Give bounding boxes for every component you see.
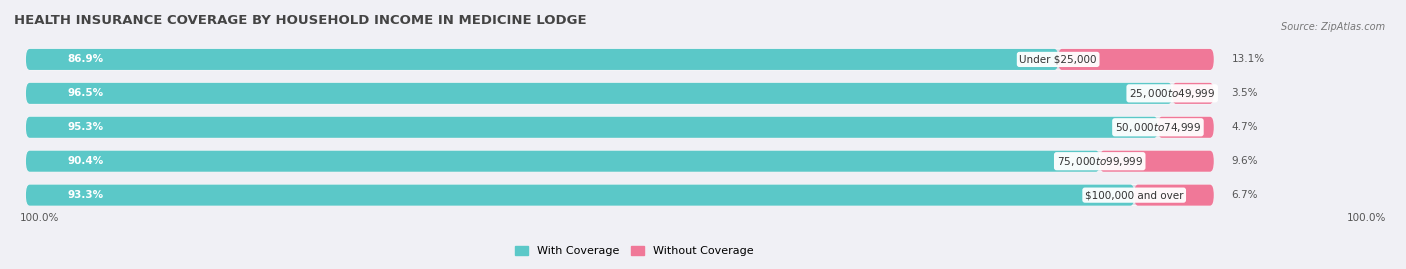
FancyBboxPatch shape — [1159, 117, 1213, 138]
Text: $50,000 to $74,999: $50,000 to $74,999 — [1115, 121, 1201, 134]
FancyBboxPatch shape — [1173, 83, 1213, 104]
Text: 86.9%: 86.9% — [67, 54, 104, 64]
Text: $25,000 to $49,999: $25,000 to $49,999 — [1129, 87, 1215, 100]
Text: 90.4%: 90.4% — [67, 156, 104, 166]
FancyBboxPatch shape — [25, 49, 1213, 70]
Text: 13.1%: 13.1% — [1232, 54, 1265, 64]
FancyBboxPatch shape — [25, 83, 1213, 104]
Text: $75,000 to $99,999: $75,000 to $99,999 — [1056, 155, 1143, 168]
FancyBboxPatch shape — [25, 185, 1213, 206]
Text: 96.5%: 96.5% — [67, 88, 104, 98]
Text: 93.3%: 93.3% — [67, 190, 104, 200]
Text: 9.6%: 9.6% — [1232, 156, 1258, 166]
Text: $100,000 and over: $100,000 and over — [1085, 190, 1184, 200]
Text: 4.7%: 4.7% — [1232, 122, 1258, 132]
FancyBboxPatch shape — [25, 117, 1159, 138]
Text: 95.3%: 95.3% — [67, 122, 104, 132]
Text: 100.0%: 100.0% — [1347, 213, 1386, 223]
FancyBboxPatch shape — [25, 185, 1135, 206]
FancyBboxPatch shape — [1135, 185, 1213, 206]
FancyBboxPatch shape — [25, 49, 1059, 70]
FancyBboxPatch shape — [25, 83, 1173, 104]
FancyBboxPatch shape — [1059, 49, 1213, 70]
Text: Under $25,000: Under $25,000 — [1019, 54, 1097, 64]
Text: HEALTH INSURANCE COVERAGE BY HOUSEHOLD INCOME IN MEDICINE LODGE: HEALTH INSURANCE COVERAGE BY HOUSEHOLD I… — [14, 14, 586, 27]
Text: 100.0%: 100.0% — [20, 213, 59, 223]
Text: 3.5%: 3.5% — [1232, 88, 1258, 98]
FancyBboxPatch shape — [1099, 151, 1213, 172]
FancyBboxPatch shape — [25, 117, 1213, 138]
FancyBboxPatch shape — [25, 151, 1099, 172]
Text: 6.7%: 6.7% — [1232, 190, 1258, 200]
Legend: With Coverage, Without Coverage: With Coverage, Without Coverage — [515, 246, 754, 256]
FancyBboxPatch shape — [25, 151, 1213, 172]
Text: Source: ZipAtlas.com: Source: ZipAtlas.com — [1281, 22, 1385, 31]
